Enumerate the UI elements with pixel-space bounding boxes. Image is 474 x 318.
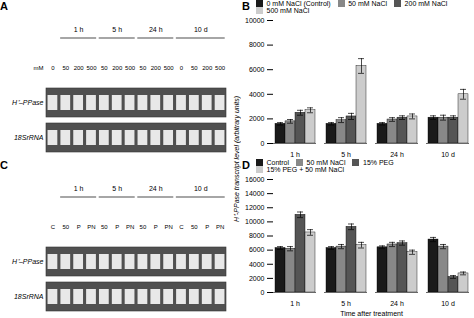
svg-text:500: 500 [164,65,175,71]
html-text:50 mM NaCl: 50 mM NaCl [306,159,346,166]
svg-text:200: 200 [202,65,213,71]
svg-text:PN: PN [164,224,172,230]
svg-text:10 d: 10 d [441,300,455,307]
svg-text:18SrRNA: 18SrRNA [14,134,44,141]
svg-text:8000: 8000 [249,41,265,48]
svg-text:200: 200 [74,65,85,71]
svg-text:50: 50 [191,65,198,71]
html-text:H⁺-PPase transcript level (arb: H⁺-PPase transcript level (arbitrary uni… [232,96,240,222]
svg-text:200: 200 [112,65,123,71]
svg-text:12000: 12000 [245,204,265,211]
html-text:B: B [242,0,250,12]
html-text:Control: Control [266,159,290,166]
svg-text:0: 0 [261,140,265,147]
svg-text:1 h: 1 h [290,151,300,158]
svg-text:50: 50 [101,224,108,230]
html-text:C: C [0,159,8,171]
html-text:0 mM NaCl (Control): 0 mM NaCl (Control) [266,0,331,7]
svg-text:PN: PN [126,224,134,230]
svg-text:14000: 14000 [245,190,265,197]
svg-text:24 h: 24 h [390,151,404,158]
svg-text:2000: 2000 [249,275,265,282]
svg-text:10 d: 10 d [194,185,208,192]
svg-text:H⁺–PPase: H⁺–PPase [12,258,44,265]
svg-text:0: 0 [51,65,55,71]
svg-text:10 d: 10 d [441,151,455,158]
html-text:200 mM NaCl: 200 mM NaCl [404,0,448,7]
svg-text:P: P [77,224,81,230]
svg-text:24 h: 24 h [149,26,163,33]
svg-text:0: 0 [261,289,265,296]
svg-text:6000: 6000 [249,66,265,73]
svg-text:2000: 2000 [249,115,265,122]
svg-text:C: C [179,224,184,230]
svg-text:18SrRNA: 18SrRNA [14,293,44,300]
svg-text:P: P [205,224,209,230]
html-text:50 mM NaCl: 50 mM NaCl [348,0,388,7]
html-text:15% PEG: 15% PEG [363,159,394,166]
svg-text:0: 0 [180,65,184,71]
svg-text:mM: mM [34,65,44,71]
html-text:D: D [242,159,250,171]
svg-text:10000: 10000 [245,218,265,225]
html-text:15% PEG + 50 mM NaCl: 15% PEG + 50 mM NaCl [266,166,345,173]
svg-text:H⁺–PPase: H⁺–PPase [12,99,44,106]
svg-text:8000: 8000 [249,232,265,239]
svg-text:24 h: 24 h [149,185,163,192]
svg-text:50: 50 [62,224,69,230]
svg-text:200: 200 [151,65,162,71]
svg-text:500: 500 [125,65,136,71]
svg-text:50: 50 [62,65,69,71]
svg-text:500: 500 [215,65,226,71]
html-text:A: A [0,0,8,12]
svg-text:P: P [115,224,119,230]
svg-text:Time after treatment: Time after treatment [340,310,403,317]
svg-text:5 h: 5 h [341,151,351,158]
svg-text:1 h: 1 h [290,300,300,307]
svg-text:50: 50 [140,224,147,230]
svg-text:50: 50 [101,65,108,71]
svg-text:5 h: 5 h [112,185,122,192]
svg-text:500: 500 [86,65,97,71]
svg-text:5 h: 5 h [112,26,122,33]
svg-text:50: 50 [140,65,147,71]
svg-text:C: C [51,224,56,230]
svg-text:16000: 16000 [245,176,265,183]
svg-text:PN: PN [87,224,95,230]
svg-text:6000: 6000 [249,246,265,253]
svg-text:4000: 4000 [249,91,265,98]
svg-text:50: 50 [191,224,198,230]
svg-text:PN: PN [216,224,224,230]
svg-text:P: P [154,224,158,230]
svg-text:4000: 4000 [249,260,265,267]
svg-text:1 h: 1 h [74,185,84,192]
html-text:500 mM NaCl: 500 mM NaCl [266,7,310,14]
svg-text:1 h: 1 h [74,26,84,33]
svg-text:5 h: 5 h [341,300,351,307]
svg-text:10 d: 10 d [194,26,208,33]
svg-text:10000: 10000 [245,17,265,24]
svg-text:24 h: 24 h [390,300,404,307]
